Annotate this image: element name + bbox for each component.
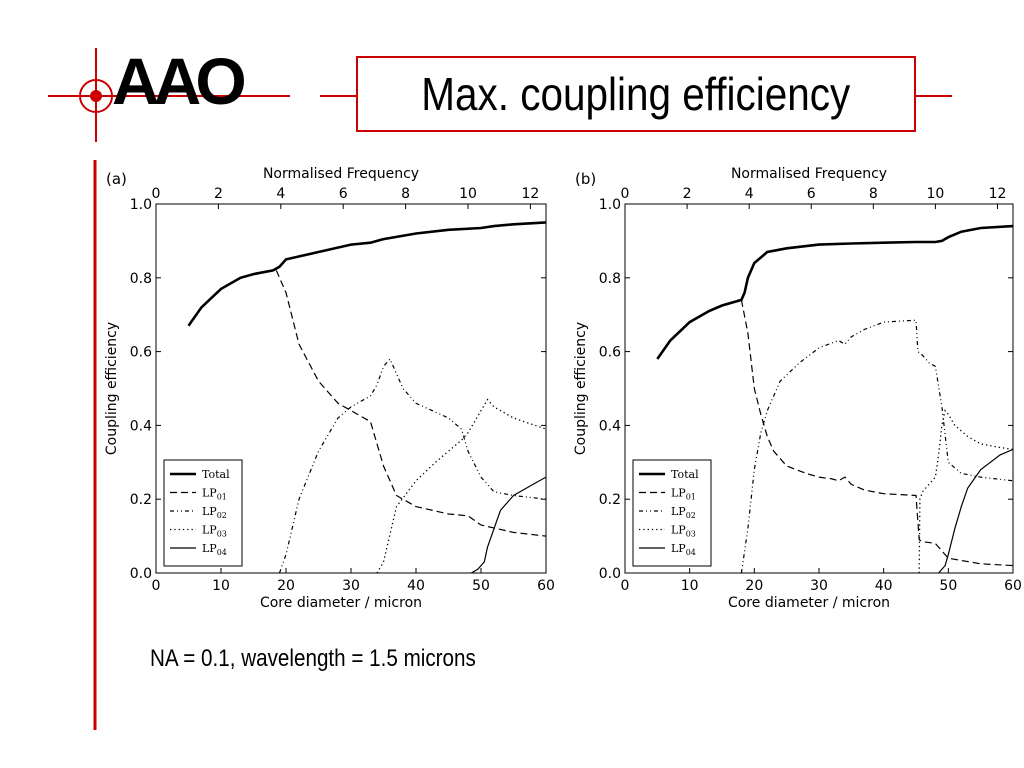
series-line-lp03: [918, 409, 1013, 574]
chart-panel-b: (b) Normalised Frequency 0 10 20 30 40 50 60 0 2 4 6…: [573, 166, 1022, 611]
legend-entry: Total: [202, 468, 230, 481]
x2-tick-label: 8: [869, 186, 878, 202]
x-tick-label: 0: [152, 578, 161, 594]
series-line-lp04: [471, 476, 546, 574]
x-tick-label: 10: [681, 578, 699, 594]
panel-label: (a): [106, 170, 127, 188]
y-tick-label: 0.8: [599, 271, 621, 287]
x-tick-label: 30: [810, 578, 828, 594]
x2-tick-label: 2: [214, 186, 223, 202]
x-tick-label: 10: [212, 578, 230, 594]
x2-axis-label: Normalised Frequency: [731, 166, 887, 182]
crosshair-ring: [79, 79, 113, 113]
series-line-lp01: [740, 299, 1013, 567]
y-tick-label: 0.6: [599, 345, 621, 361]
series-line-lp01: [275, 270, 546, 537]
x-tick-label: 20: [277, 578, 295, 594]
plot-lines: [187, 221, 546, 574]
x2-tick-label: 12: [989, 186, 1007, 202]
x2-tick-label: 10: [459, 186, 477, 202]
x-axis-label: Core diameter / micron: [728, 595, 890, 611]
y-tick-label: 0.0: [599, 566, 621, 582]
series-line-lp02: [278, 357, 546, 574]
x-tick-label: 0: [621, 578, 630, 594]
y-axis-label: Coupling efficiency: [104, 322, 120, 455]
y-tick-label: 0.2: [599, 492, 621, 508]
x2-tick-label: 2: [683, 186, 692, 202]
y-tick-label: 1.0: [130, 197, 152, 213]
series-line-total: [187, 221, 546, 327]
x-tick-label: 40: [407, 578, 425, 594]
y-tick-label: 1.0: [599, 197, 621, 213]
page-title: Max. coupling efficiency: [421, 68, 851, 120]
chart-panel-a: (a) Normalised Frequency 0 10 20 30 40 50 60 0 2 4 6…: [104, 166, 555, 611]
x-tick-label: 60: [1004, 578, 1022, 594]
y-axis-label: Coupling efficiency: [573, 322, 589, 455]
x2-tick-label: 6: [807, 186, 816, 202]
series-line-total: [656, 224, 1013, 360]
x2-tick-label: 6: [339, 186, 348, 202]
series-line-lp02: [740, 319, 1013, 574]
y-tick-label: 0.6: [130, 345, 152, 361]
x2-tick-label: 4: [276, 186, 285, 202]
x-tick-label: 50: [472, 578, 490, 594]
x2-tick-label: 0: [152, 186, 161, 202]
x-tick-label: 60: [537, 578, 555, 594]
panel-label: (b): [575, 170, 596, 188]
x2-tick-label: 12: [521, 186, 539, 202]
y-tick-label: 0.0: [130, 566, 152, 582]
x-axis-label: Core diameter / micron: [260, 595, 422, 611]
plot-lines: [656, 224, 1013, 574]
x-tick-label: 40: [875, 578, 893, 594]
legend-entry: Total: [671, 468, 699, 481]
x2-tick-label: 0: [621, 186, 630, 202]
x-tick-label: 30: [342, 578, 360, 594]
x2-tick-label: 10: [926, 186, 944, 202]
x2-tick-label: 8: [401, 186, 410, 202]
y-tick-label: 0.2: [130, 492, 152, 508]
y-tick-label: 0.8: [130, 271, 152, 287]
series-line-lp03: [376, 398, 546, 574]
logo: AAO: [112, 44, 247, 118]
y-tick-label: 0.4: [599, 418, 621, 434]
x-tick-label: 20: [745, 578, 763, 594]
caption: NA = 0.1, wavelength = 1.5 microns: [150, 645, 476, 672]
series-line-lp04: [938, 448, 1013, 574]
crosshair-dot: [90, 90, 102, 102]
y-tick-label: 0.4: [130, 418, 152, 434]
title-box: Max. coupling efficiency: [356, 56, 916, 132]
x2-tick-label: 4: [745, 186, 754, 202]
x-tick-label: 50: [939, 578, 957, 594]
x2-axis-label: Normalised Frequency: [263, 166, 419, 182]
